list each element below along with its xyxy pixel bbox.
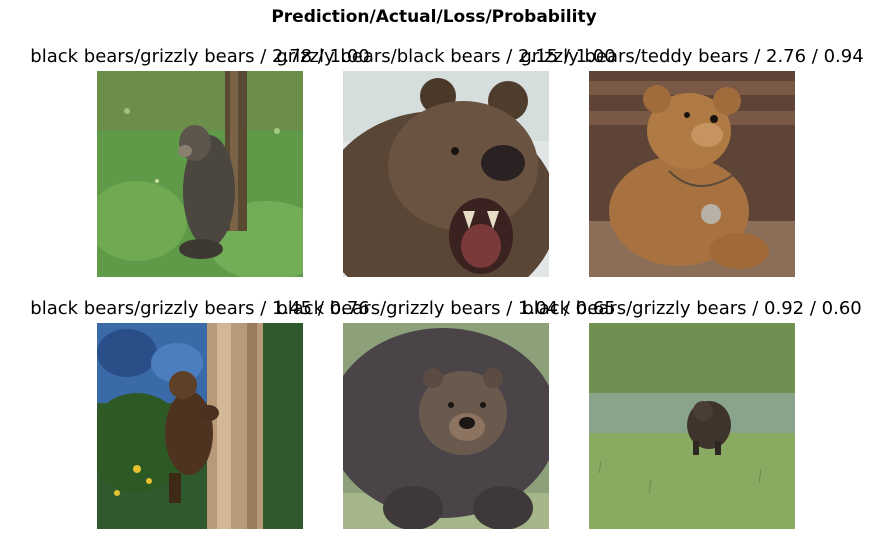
cell-title: black bears/grizzly bears / 1.45 / 0.76 xyxy=(30,298,370,319)
bear-photo-6 xyxy=(589,323,795,529)
figure-title: Prediction/Actual/Loss/Probability xyxy=(271,7,597,27)
bear-image xyxy=(589,71,795,277)
cell-title: black bears/grizzly bears / 0.92 / 0.60 xyxy=(522,298,862,319)
bear-photo-3 xyxy=(589,71,795,277)
bear-photo-1 xyxy=(97,71,303,277)
bear-image xyxy=(343,323,549,529)
bear-image xyxy=(97,323,303,529)
cell-title: grizzly bears/teddy bears / 2.76 / 0.94 xyxy=(520,46,864,67)
bear-image xyxy=(343,71,549,277)
cell-title: black bears/grizzly bears / 1.04 / 0.65 xyxy=(276,298,616,319)
bear-image xyxy=(97,71,303,277)
bear-photo-5 xyxy=(343,323,549,529)
cell-title: black bears/grizzly bears / 2.78 / 1.00 xyxy=(30,46,370,67)
bear-image xyxy=(589,323,795,529)
bear-photo-4 xyxy=(97,323,303,529)
bear-photo-2 xyxy=(343,71,549,277)
cell-title: grizzly bears/black bears / 2.15 / 1.00 xyxy=(276,46,616,67)
